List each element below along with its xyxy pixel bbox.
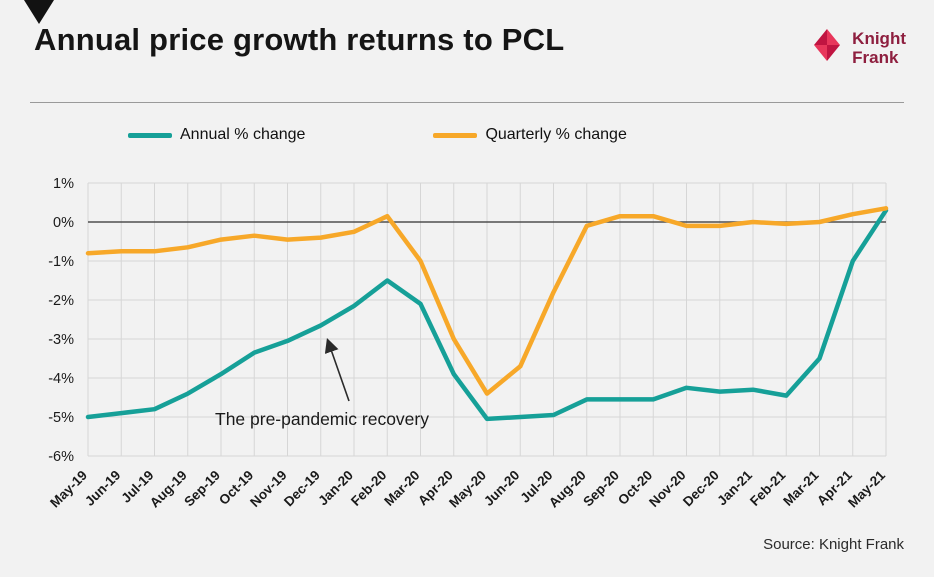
svg-text:-4%: -4% [48, 371, 74, 387]
svg-text:May-21: May-21 [845, 467, 888, 510]
svg-text:Dec-19: Dec-19 [281, 468, 323, 510]
svg-text:Feb-21: Feb-21 [747, 467, 789, 509]
svg-text:Mar-20: Mar-20 [381, 468, 422, 509]
legend-label-annual: Annual % change [180, 126, 306, 143]
svg-text:Jun-19: Jun-19 [82, 468, 123, 509]
svg-text:Nov-20: Nov-20 [646, 468, 688, 510]
svg-text:Sep-20: Sep-20 [580, 468, 622, 510]
svg-text:0%: 0% [53, 215, 74, 231]
legend-label-quarterly: Quarterly % change [485, 126, 627, 143]
knight-frank-logo: Knight Frank [810, 28, 906, 67]
chart-legend: Annual % change Quarterly % change [128, 126, 627, 144]
svg-text:Mar-21: Mar-21 [780, 467, 822, 509]
svg-text:-2%: -2% [48, 293, 74, 309]
corner-triangle-icon [24, 0, 54, 24]
svg-text:-1%: -1% [48, 254, 74, 270]
svg-text:-6%: -6% [48, 449, 74, 465]
source-credit: Source: Knight Frank [763, 536, 904, 553]
svg-text:Aug-19: Aug-19 [147, 468, 190, 511]
svg-text:Nov-19: Nov-19 [247, 468, 289, 510]
svg-text:Jan-21: Jan-21 [714, 467, 755, 508]
svg-text:Aug-20: Aug-20 [546, 468, 589, 511]
legend-item-quarterly: Quarterly % change [433, 126, 627, 144]
legend-item-annual: Annual % change [128, 126, 305, 144]
quarterly-series-swatch-icon [433, 132, 478, 138]
knight-frank-wordmark: Knight Frank [852, 28, 906, 67]
svg-text:-5%: -5% [48, 410, 74, 426]
svg-text:1%: 1% [53, 176, 74, 192]
knight-frank-logo-icon [810, 28, 844, 67]
svg-text:-3%: -3% [48, 332, 74, 348]
svg-text:May-20: May-20 [446, 468, 489, 511]
svg-text:Jan-20: Jan-20 [315, 468, 356, 509]
annual-series-swatch-icon [128, 132, 172, 138]
page-title: Annual price growth returns to PCL [34, 22, 565, 57]
title-divider [30, 102, 904, 103]
chart-annotation: The pre-pandemic recovery [215, 409, 429, 429]
svg-text:May-19: May-19 [47, 468, 90, 511]
svg-text:Sep-19: Sep-19 [181, 468, 223, 510]
svg-text:Jun-20: Jun-20 [481, 468, 522, 509]
svg-text:Feb-20: Feb-20 [348, 468, 389, 509]
svg-text:Dec-20: Dec-20 [680, 468, 722, 510]
